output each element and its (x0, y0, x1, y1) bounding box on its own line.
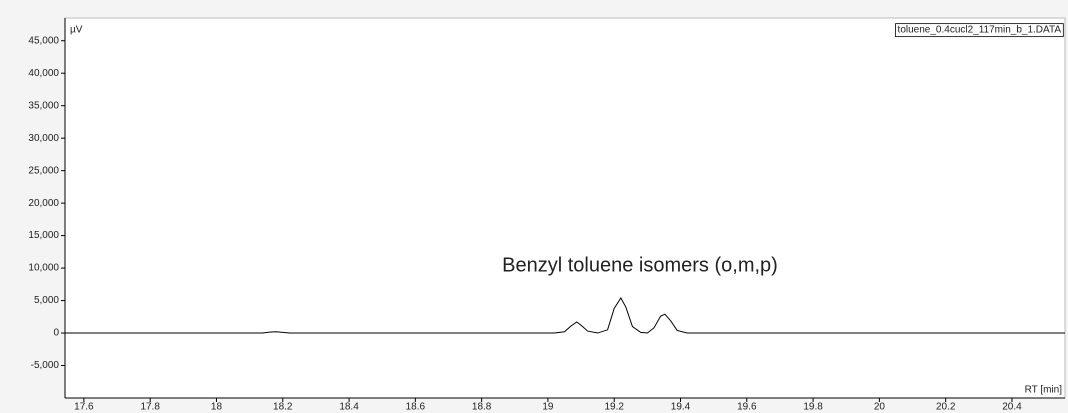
legend-label: toluene_0.4cucl2_117min_b_1.DATA (898, 25, 1062, 36)
x-tick-label: 18.6 (406, 402, 426, 413)
y-tick-label: 30,000 (28, 133, 59, 144)
x-tick-label: 19.2 (604, 402, 624, 413)
x-tick-label: 19 (542, 402, 554, 413)
y-tick-label: 15,000 (28, 230, 59, 241)
y-tick-label: 40,000 (28, 68, 59, 79)
x-tick-label: 18.4 (339, 402, 359, 413)
annotation: Benzyl toluene isomers (o,m,p) (502, 254, 778, 276)
x-tick-label: 20 (874, 402, 886, 413)
x-tick-label: 18.8 (472, 402, 492, 413)
y-axis-label: µV (70, 25, 83, 36)
x-tick-label: 18 (211, 402, 223, 413)
x-tick-label: 17.8 (140, 402, 160, 413)
y-tick-label: 10,000 (28, 263, 59, 274)
x-tick-label: 18.2 (273, 402, 293, 413)
y-tick-label: 35,000 (28, 100, 59, 111)
x-tick-label: 19.6 (737, 402, 757, 413)
y-tick-label: 20,000 (28, 198, 59, 209)
series-line (65, 296, 1065, 334)
x-axis-label: RT [min] (1025, 385, 1063, 396)
x-tick-label: 20.2 (936, 402, 956, 413)
y-tick-label: 0 (53, 328, 59, 339)
legend-box (895, 23, 1064, 38)
y-tick-label: 25,000 (28, 165, 59, 176)
x-tick-label: 20.4 (1002, 402, 1022, 413)
y-tick-label: 5,000 (34, 295, 59, 306)
x-tick-label: 17.6 (74, 402, 94, 413)
x-tick-label: 19.8 (803, 402, 823, 413)
plot-area (64, 17, 1066, 399)
y-tick-label: -5,000 (31, 360, 60, 371)
y-tick-label: 45,000 (28, 35, 59, 46)
x-tick-label: 19.4 (671, 402, 691, 413)
